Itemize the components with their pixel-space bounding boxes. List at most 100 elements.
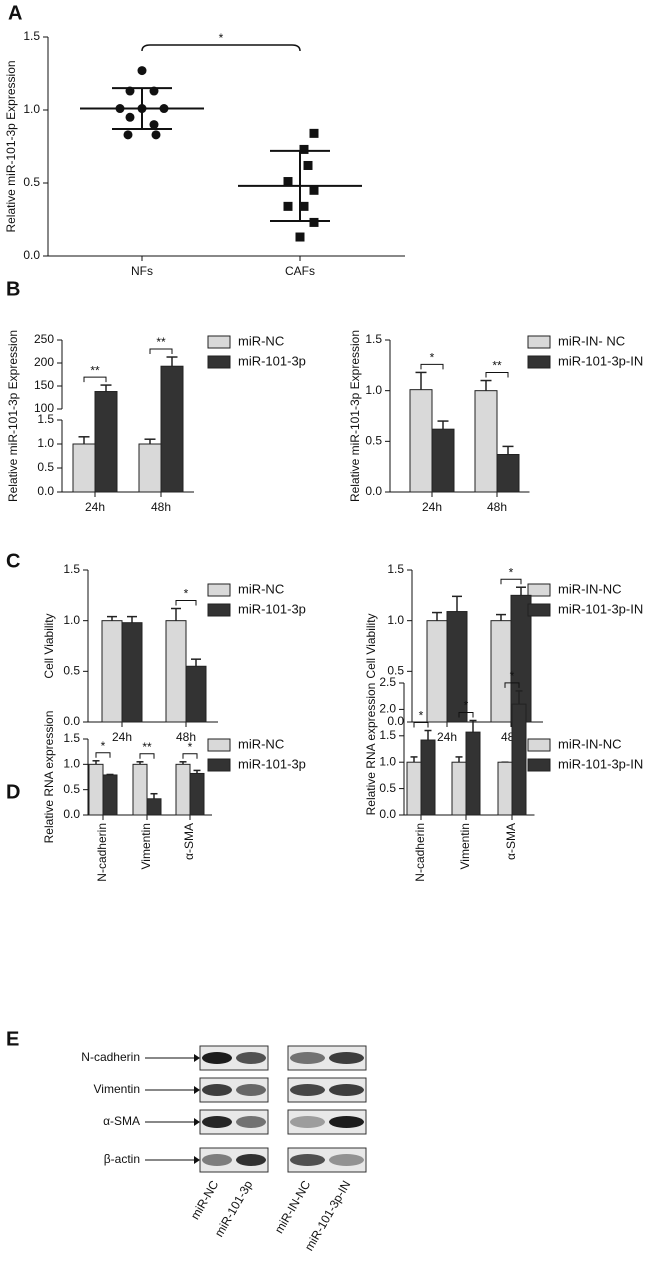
- bar: [175, 763, 191, 816]
- bar: [185, 665, 207, 723]
- significance-bracket: [504, 682, 520, 688]
- significance-label: *: [419, 709, 424, 723]
- legend-swatch: [527, 738, 551, 752]
- y-tick-label: 1.0: [63, 613, 80, 627]
- y-tick-label: 0.5: [379, 781, 396, 795]
- data-point: [309, 217, 319, 227]
- legend-label: miR-IN-NC: [558, 581, 622, 596]
- data-point: [125, 112, 135, 122]
- y-tick-label: 0.5: [37, 460, 54, 474]
- significance-bracket: [182, 753, 198, 759]
- y-tick-label: 200: [34, 355, 54, 369]
- y-tick-label: 0.0: [365, 484, 382, 498]
- bar: [474, 390, 498, 493]
- y-tick-label: 1.5: [379, 728, 396, 742]
- data-point: [283, 177, 293, 187]
- significance-label: **: [90, 363, 100, 377]
- x-tick-label: 24h: [112, 730, 132, 744]
- legend-swatch: [527, 335, 551, 349]
- significance-bracket: [485, 372, 509, 378]
- arrow-head: [194, 1118, 200, 1126]
- legend-label: miR-IN-NC: [558, 736, 622, 751]
- y-tick-label: 0.0: [23, 248, 40, 262]
- bar: [121, 622, 143, 723]
- significance-bracket: [458, 711, 474, 718]
- x-tick-label: Vimentin: [139, 823, 153, 869]
- x-tick-label: CAFs: [285, 264, 315, 278]
- bar: [426, 620, 448, 723]
- legend-label: miR-NC: [238, 581, 284, 596]
- data-point: [123, 130, 133, 140]
- arrow-head: [194, 1156, 200, 1164]
- data-point: [299, 144, 309, 154]
- y-tick-label: 1.5: [387, 562, 404, 576]
- bar: [420, 739, 436, 816]
- y-tick-label: 1.5: [23, 29, 40, 43]
- bar: [101, 620, 123, 723]
- x-tick-label: α-SMA: [504, 823, 518, 860]
- y-tick-label: 2.0: [379, 702, 396, 716]
- legend-swatch: [527, 583, 551, 597]
- legend-swatch: [207, 355, 231, 369]
- y-tick-label: 0.5: [63, 782, 80, 796]
- blot-band: [329, 1154, 364, 1166]
- blot-band: [329, 1116, 364, 1128]
- data-point: [295, 232, 305, 242]
- x-tick-label: 48h: [487, 500, 507, 514]
- significance-label: **: [156, 335, 166, 349]
- y-axis-label: Cell Viability: [42, 613, 56, 678]
- blot-band: [236, 1116, 266, 1128]
- y-tick-label: 0.5: [365, 434, 382, 448]
- arrow-head: [194, 1054, 200, 1062]
- y-tick-label: 100: [34, 401, 54, 415]
- legend-swatch: [207, 583, 231, 597]
- legend-swatch: [207, 335, 231, 349]
- blot-band: [202, 1052, 232, 1064]
- data-point: [149, 120, 159, 130]
- panel-letter: E: [6, 1028, 19, 1050]
- data-point: [299, 201, 309, 211]
- bar: [88, 763, 104, 816]
- blot-band: [290, 1084, 325, 1096]
- y-axis-label: Relative RNA expression: [42, 711, 56, 844]
- data-point: [303, 160, 313, 170]
- data-point: [309, 185, 319, 195]
- legend-label: miR-101-3p-IN: [558, 353, 643, 368]
- bar: [146, 798, 162, 816]
- significance-label: *: [510, 669, 515, 683]
- significance-label: *: [430, 351, 435, 365]
- arrow-head: [194, 1086, 200, 1094]
- x-tick-label: Vimentin: [458, 823, 472, 869]
- bar: [72, 443, 96, 493]
- legend-label: miR-101-3p: [238, 353, 306, 368]
- bar: [102, 774, 118, 816]
- legend-swatch: [207, 738, 231, 752]
- y-tick-label: 0.5: [387, 664, 404, 678]
- blot-band: [202, 1116, 232, 1128]
- y-tick-label: 1.0: [365, 383, 382, 397]
- y-tick-label: 1.5: [63, 562, 80, 576]
- y-tick-label: 0.0: [379, 807, 396, 821]
- x-tick-label: 48h: [176, 730, 196, 744]
- blot-band: [202, 1084, 232, 1096]
- y-axis-label: Relative RNA expression: [364, 683, 378, 816]
- blot-band: [290, 1116, 325, 1128]
- y-tick-label: 1.0: [63, 757, 80, 771]
- y-tick-label: 0.0: [37, 484, 54, 498]
- x-tick-label: 24h: [422, 500, 442, 514]
- bar: [165, 620, 187, 723]
- y-tick-label: 1.5: [365, 332, 382, 346]
- y-tick-label: 0.0: [387, 714, 404, 728]
- y-tick-label: 1.5: [37, 412, 54, 426]
- significance-label: *: [464, 699, 469, 713]
- significance-bracket: [175, 600, 197, 606]
- y-tick-label: 250: [34, 332, 54, 346]
- y-axis-label: Relative miR-101-3p Expression: [6, 330, 20, 502]
- data-point: [137, 66, 147, 76]
- panel-letter: C: [6, 550, 20, 572]
- bar: [446, 611, 468, 723]
- legend-label: miR-101-3p: [238, 601, 306, 616]
- row-label: β-actin: [104, 1152, 140, 1166]
- legend-label: miR-NC: [238, 333, 284, 348]
